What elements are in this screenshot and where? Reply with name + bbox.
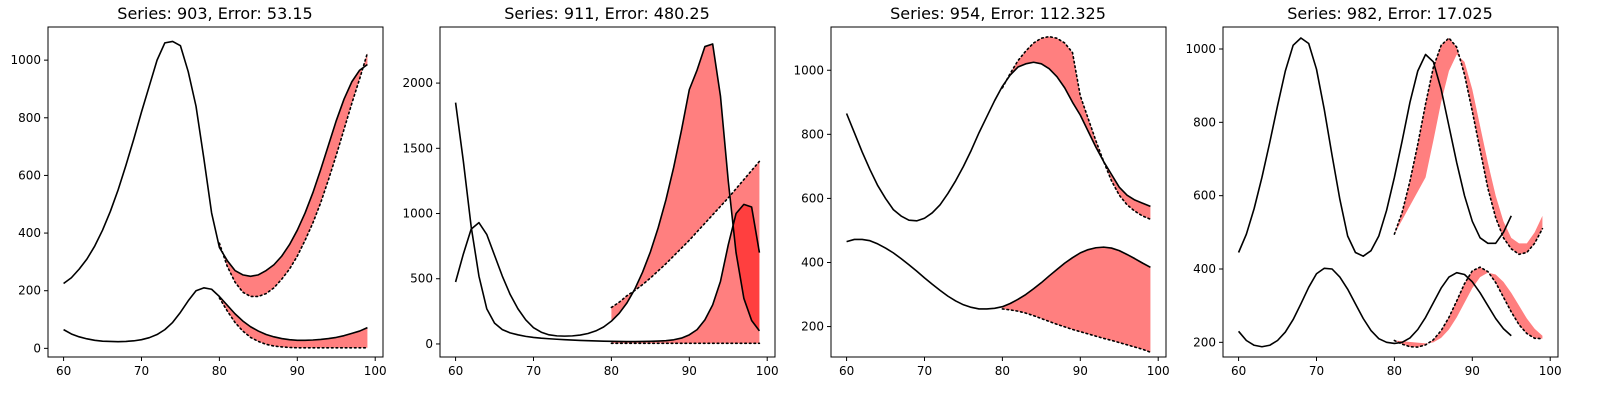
y-tick-label: 500 — [410, 272, 433, 286]
x-tick-label: 70 — [1309, 364, 1324, 378]
x-tick-label: 90 — [1465, 364, 1480, 378]
x-tick-label: 70 — [134, 364, 149, 378]
subplot-title: Series: 911, Error: 480.25 — [504, 4, 710, 23]
error-area-series-2 — [1002, 247, 1151, 353]
y-tick-label: 400 — [801, 255, 824, 269]
actual-line-series-2 — [454, 102, 761, 343]
x-tick-label: 60 — [1231, 364, 1246, 378]
forecast-line-series-1 — [1393, 36, 1544, 256]
y-tick-label: 400 — [1193, 262, 1216, 276]
x-tick-label: 60 — [448, 364, 463, 378]
y-tick-label: 600 — [18, 168, 41, 182]
y-tick-label: 200 — [1193, 335, 1216, 349]
y-tick-label: 200 — [801, 320, 824, 334]
x-tick-label: 80 — [604, 364, 619, 378]
x-tick-label: 70 — [917, 364, 932, 378]
y-tick-label: 400 — [18, 226, 41, 240]
subplot-title: Series: 954, Error: 112.325 — [890, 4, 1106, 23]
actual-line-series-1 — [454, 43, 761, 337]
plot-frame — [830, 26, 1167, 358]
plot-frame — [1222, 26, 1559, 358]
x-tick-label: 90 — [290, 364, 305, 378]
x-tick-label: 60 — [839, 364, 854, 378]
x-tick-label: 80 — [995, 364, 1010, 378]
x-tick-label: 100 — [756, 364, 779, 378]
forecast-line-series-2 — [1001, 308, 1152, 353]
forecast-line-series-1 — [1001, 35, 1152, 221]
x-tick-label: 90 — [682, 364, 697, 378]
actual-line-series-1 — [1237, 37, 1512, 257]
subplot-series-982: 60 70 80 90 100 200 400 600 800 1000 Series: 982, … — [1185, 4, 1561, 378]
plot-frame — [47, 26, 384, 358]
error-area-series-1 — [219, 52, 368, 297]
x-tick-label: 100 — [1147, 364, 1170, 378]
y-tick-label: 800 — [1193, 115, 1216, 129]
actual-line-series-1 — [845, 61, 1151, 222]
y-tick-label: 600 — [1193, 189, 1216, 203]
y-tick-label: 2000 — [402, 76, 433, 90]
y-tick-label: 800 — [18, 111, 41, 125]
plot-frame — [439, 26, 776, 358]
error-area-series-2 — [611, 204, 760, 344]
forecast-line-series-1 — [218, 52, 369, 298]
x-tick-label: 80 — [212, 364, 227, 378]
y-tick-label: 1500 — [402, 141, 433, 155]
y-tick-label: 200 — [18, 284, 41, 298]
x-tick-label: 100 — [364, 364, 387, 378]
x-tick-label: 90 — [1073, 364, 1088, 378]
y-tick-label: 1000 — [10, 53, 41, 67]
y-tick-label: 0 — [33, 341, 41, 355]
y-tick-label: 800 — [801, 127, 824, 141]
actual-line-series-1 — [63, 40, 368, 285]
y-tick-label: 1000 — [1185, 42, 1216, 56]
actual-line-series-2 — [1237, 267, 1512, 348]
error-area-series-2 — [1394, 267, 1543, 348]
y-tick-label: 1000 — [793, 63, 824, 77]
y-tick-label: 1000 — [402, 207, 433, 221]
error-area-series-2 — [219, 296, 368, 348]
x-tick-label: 100 — [1539, 364, 1562, 378]
actual-line-series-2 — [846, 238, 1151, 310]
x-tick-label: 70 — [526, 364, 541, 378]
error-area-series-1 — [1394, 38, 1543, 255]
subplot-title: Series: 982, Error: 17.025 — [1287, 4, 1493, 23]
y-tick-label: 0 — [425, 337, 433, 351]
actual-line-series-2 — [63, 287, 368, 343]
forecast-line-series-2 — [218, 297, 369, 349]
forecast-line-series-1 — [610, 160, 761, 309]
subplot-title: Series: 903, Error: 53.15 — [117, 4, 312, 23]
x-tick-label: 60 — [56, 364, 71, 378]
subplot-series-954: 60 70 80 90 100 200 400 600 800 1000 Series: 954, … — [793, 4, 1169, 378]
y-tick-label: 600 — [801, 191, 824, 205]
x-tick-label: 80 — [1387, 364, 1402, 378]
forecast-line-series-2 — [1393, 266, 1544, 348]
